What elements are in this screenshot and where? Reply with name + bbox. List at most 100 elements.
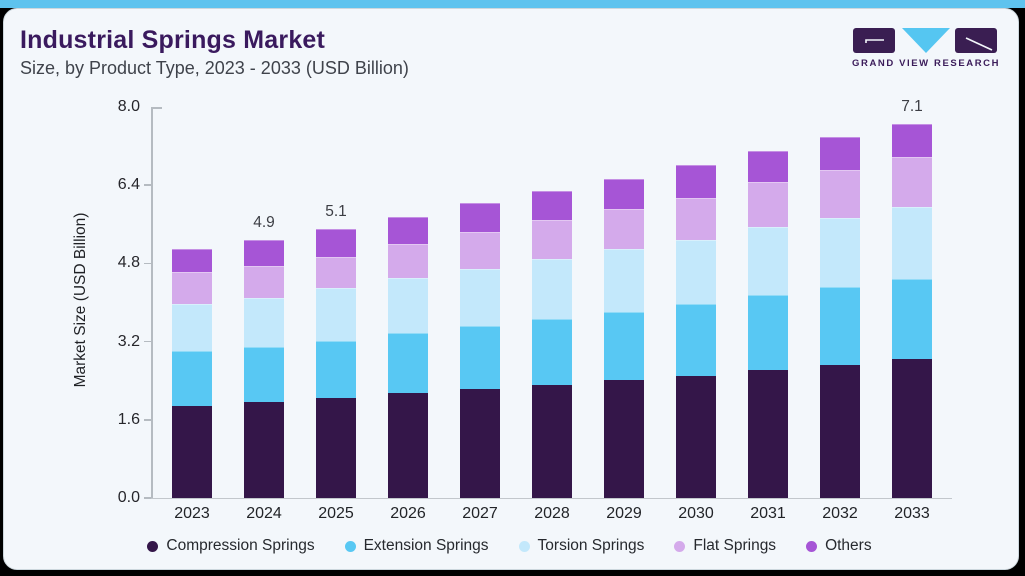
- bar-segment: [460, 388, 500, 498]
- x-tick-label: 2033: [894, 505, 930, 522]
- bar-segment: [388, 332, 428, 394]
- stacked-bar-2026: [388, 216, 428, 498]
- bar-segment: [532, 259, 572, 319]
- x-tick-label: 2023: [174, 505, 210, 522]
- bar-total-label: 7.1: [901, 97, 923, 115]
- bar-segment: [388, 216, 428, 245]
- bar-segment: [604, 312, 644, 380]
- bar-segment: [244, 239, 284, 267]
- gvr-logo: GRAND VIEW RESEARCH: [852, 28, 1001, 69]
- y-tick-mark: [144, 419, 151, 421]
- bar-segment: [532, 384, 572, 498]
- x-axis-line: [151, 497, 952, 500]
- bar-segment: [748, 150, 788, 183]
- bar-segment: [748, 369, 788, 498]
- stacked-bar-2029: [604, 179, 644, 498]
- x-tick-label: 2027: [462, 505, 498, 522]
- y-tick-label: 6.4: [117, 176, 140, 194]
- bar-segment: [676, 375, 716, 498]
- bar-segment: [748, 182, 788, 228]
- bar-segment: [892, 157, 932, 208]
- bar-total-label: 4.9: [253, 213, 275, 231]
- bar-segment: [172, 272, 212, 305]
- gvr-logo-text: GRAND VIEW RESEARCH: [852, 58, 1001, 69]
- bar-segment: [316, 397, 356, 498]
- bar-segment: [604, 179, 644, 210]
- bar-segment: [820, 137, 860, 171]
- legend-swatch: [518, 540, 530, 552]
- bar-segment: [892, 207, 932, 279]
- y-tick-mark: [144, 497, 151, 499]
- bar-segment: [820, 170, 860, 219]
- x-tick-label: 2031: [750, 505, 786, 522]
- x-tick-label: 2028: [534, 505, 570, 522]
- x-tick-label: 2026: [390, 505, 426, 522]
- x-tick-label: 2030: [678, 505, 714, 522]
- legend-label: Torsion Springs: [537, 537, 645, 554]
- bar-segment: [388, 393, 428, 498]
- bar-segment: [316, 229, 356, 257]
- stacked-bar-2025: [316, 229, 356, 498]
- y-axis-top-tick: [151, 107, 162, 109]
- legend-swatch: [147, 540, 159, 552]
- y-tick-label: 4.8: [117, 254, 140, 272]
- y-tick-label: 0.0: [117, 489, 140, 506]
- bar-segment: [892, 358, 932, 498]
- x-tick-label: 2032: [822, 505, 858, 522]
- stacked-bar-2024: [244, 239, 284, 498]
- stacked-bar-2030: [676, 165, 716, 498]
- y-tick-label: 8.0: [117, 98, 140, 115]
- bar-segment: [172, 304, 212, 351]
- bar-segment: [172, 350, 212, 406]
- bar-segment: [244, 297, 284, 348]
- x-tick-label: 2025: [318, 505, 354, 522]
- stacked-bar-2031: [748, 150, 788, 498]
- bar-segment: [172, 249, 212, 273]
- bar-segment: [244, 402, 284, 498]
- page-title: Industrial Springs Market: [20, 26, 326, 54]
- page-subtitle: Size, by Product Type, 2023 - 2033 (USD …: [20, 58, 409, 78]
- legend-label: Extension Springs: [363, 537, 489, 554]
- y-tick-mark: [144, 262, 151, 265]
- stacked-bar-2032: [820, 137, 860, 498]
- y-tick-mark: [144, 340, 151, 343]
- bar-segment: [892, 123, 932, 158]
- legend-swatch: [674, 540, 686, 552]
- x-tick-label: 2024: [246, 505, 282, 522]
- y-tick-label: 3.2: [117, 332, 140, 350]
- bar-segment: [820, 286, 860, 365]
- y-tick-label: 1.6: [117, 410, 140, 428]
- bar-segment: [892, 278, 932, 359]
- bar-segment: [244, 347, 284, 403]
- bar-segment: [388, 244, 428, 279]
- legend: Compression Springs Extension Springs Tors…: [0, 537, 1019, 555]
- bar-segment: [316, 340, 356, 398]
- bar-segment: [316, 288, 356, 341]
- top-accent-bar: [0, 0, 1025, 8]
- legend-label: Flat Springs: [693, 537, 777, 554]
- bar-segment: [604, 379, 644, 498]
- bar-segment: [460, 325, 500, 389]
- bar-segment: [172, 405, 212, 498]
- bar-total-label: 5.1: [325, 203, 347, 221]
- bar-segment: [676, 304, 716, 376]
- y-axis-title: Market Size (USD Billion): [72, 212, 89, 388]
- bar-segment: [604, 209, 644, 250]
- legend-label: Compression Springs: [166, 537, 315, 554]
- bar-segment: [532, 318, 572, 385]
- stacked-bar-2033: [892, 123, 932, 498]
- x-tick-label: 2029: [606, 505, 642, 522]
- bar-segment: [676, 197, 716, 240]
- stacked-bar-2023: [172, 249, 212, 498]
- bar-segment: [244, 266, 284, 298]
- bar-segment: [460, 268, 500, 326]
- bar-segment: [460, 203, 500, 232]
- legend-item: Others: [806, 537, 872, 555]
- bar-segment: [532, 220, 572, 260]
- bar-segment: [676, 165, 716, 198]
- legend-item: Torsion Springs: [518, 537, 645, 555]
- legend-swatch: [806, 540, 818, 552]
- y-tick-mark: [144, 184, 151, 186]
- bar-segment: [460, 231, 500, 269]
